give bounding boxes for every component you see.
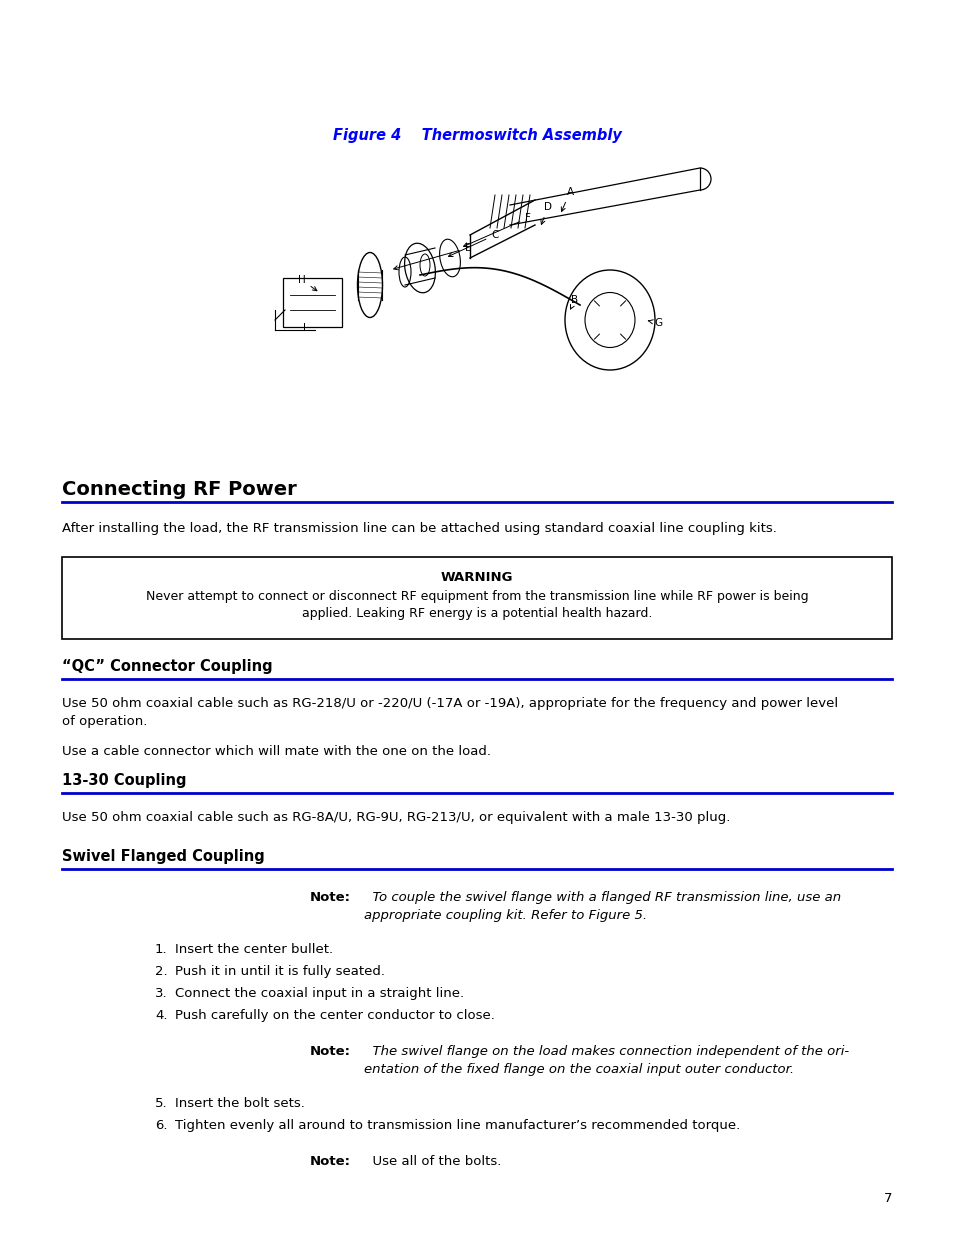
Text: After installing the load, the RF transmission line can be attached using standa: After installing the load, the RF transm… <box>62 522 776 535</box>
Text: Figure 4    Thermoswitch Assembly: Figure 4 Thermoswitch Assembly <box>333 128 620 143</box>
Text: Use 50 ohm coaxial cable such as RG-218/U or -220/U (-17A or -19A), appropriate : Use 50 ohm coaxial cable such as RG-218/… <box>62 697 838 710</box>
Text: Swivel Flanged Coupling: Swivel Flanged Coupling <box>62 848 265 864</box>
Text: WARNING: WARNING <box>440 571 513 584</box>
FancyBboxPatch shape <box>283 278 341 327</box>
FancyBboxPatch shape <box>62 557 891 638</box>
Text: 6.: 6. <box>154 1119 168 1132</box>
Text: Use all of the bolts.: Use all of the bolts. <box>364 1155 501 1168</box>
Text: Note:: Note: <box>310 890 351 904</box>
Text: of operation.: of operation. <box>62 715 147 727</box>
Text: Insert the center bullet.: Insert the center bullet. <box>174 944 333 956</box>
Text: 4.: 4. <box>154 1009 168 1023</box>
Text: C: C <box>448 230 498 257</box>
Text: A: A <box>560 186 573 211</box>
Text: B: B <box>570 295 578 309</box>
Text: Connecting RF Power: Connecting RF Power <box>62 480 296 499</box>
Text: H: H <box>297 275 316 290</box>
Text: 1.: 1. <box>154 944 168 956</box>
Text: “QC” Connector Coupling: “QC” Connector Coupling <box>62 659 273 674</box>
Text: 3.: 3. <box>154 987 168 1000</box>
Text: D: D <box>540 203 552 225</box>
Text: Insert the bolt sets.: Insert the bolt sets. <box>174 1097 305 1110</box>
Text: Use 50 ohm coaxial cable such as RG-8A/U, RG-9U, RG-213/U, or equivalent with a : Use 50 ohm coaxial cable such as RG-8A/U… <box>62 811 730 824</box>
Text: Note:: Note: <box>310 1045 351 1058</box>
Text: F: F <box>463 212 531 247</box>
Text: Connect the coaxial input in a straight line.: Connect the coaxial input in a straight … <box>174 987 464 1000</box>
Text: Use a cable connector which will mate with the one on the load.: Use a cable connector which will mate wi… <box>62 745 491 758</box>
Text: 5.: 5. <box>154 1097 168 1110</box>
Text: E: E <box>394 243 471 269</box>
Text: entation of the fixed flange on the coaxial input outer conductor.: entation of the fixed flange on the coax… <box>364 1063 793 1076</box>
Text: To couple the swivel flange with a flanged RF transmission line, use an: To couple the swivel flange with a flang… <box>364 890 841 904</box>
Text: 7: 7 <box>882 1192 891 1205</box>
Text: Tighten evenly all around to transmission line manufacturer’s recommended torque: Tighten evenly all around to transmissio… <box>174 1119 740 1132</box>
Text: appropriate coupling kit. Refer to Figure 5.: appropriate coupling kit. Refer to Figur… <box>364 909 646 923</box>
Text: Never attempt to connect or disconnect RF equipment from the transmission line w: Never attempt to connect or disconnect R… <box>146 590 807 603</box>
Text: applied. Leaking RF energy is a potential health hazard.: applied. Leaking RF energy is a potentia… <box>301 606 652 620</box>
Text: Note:: Note: <box>310 1155 351 1168</box>
Text: Push carefully on the center conductor to close.: Push carefully on the center conductor t… <box>174 1009 495 1023</box>
Text: Push it in until it is fully seated.: Push it in until it is fully seated. <box>174 965 385 978</box>
Text: I: I <box>303 324 306 333</box>
Text: G: G <box>648 317 661 329</box>
Text: 2.: 2. <box>154 965 168 978</box>
Text: 13-30 Coupling: 13-30 Coupling <box>62 773 186 788</box>
Text: The swivel flange on the load makes connection independent of the ori-: The swivel flange on the load makes conn… <box>364 1045 848 1058</box>
